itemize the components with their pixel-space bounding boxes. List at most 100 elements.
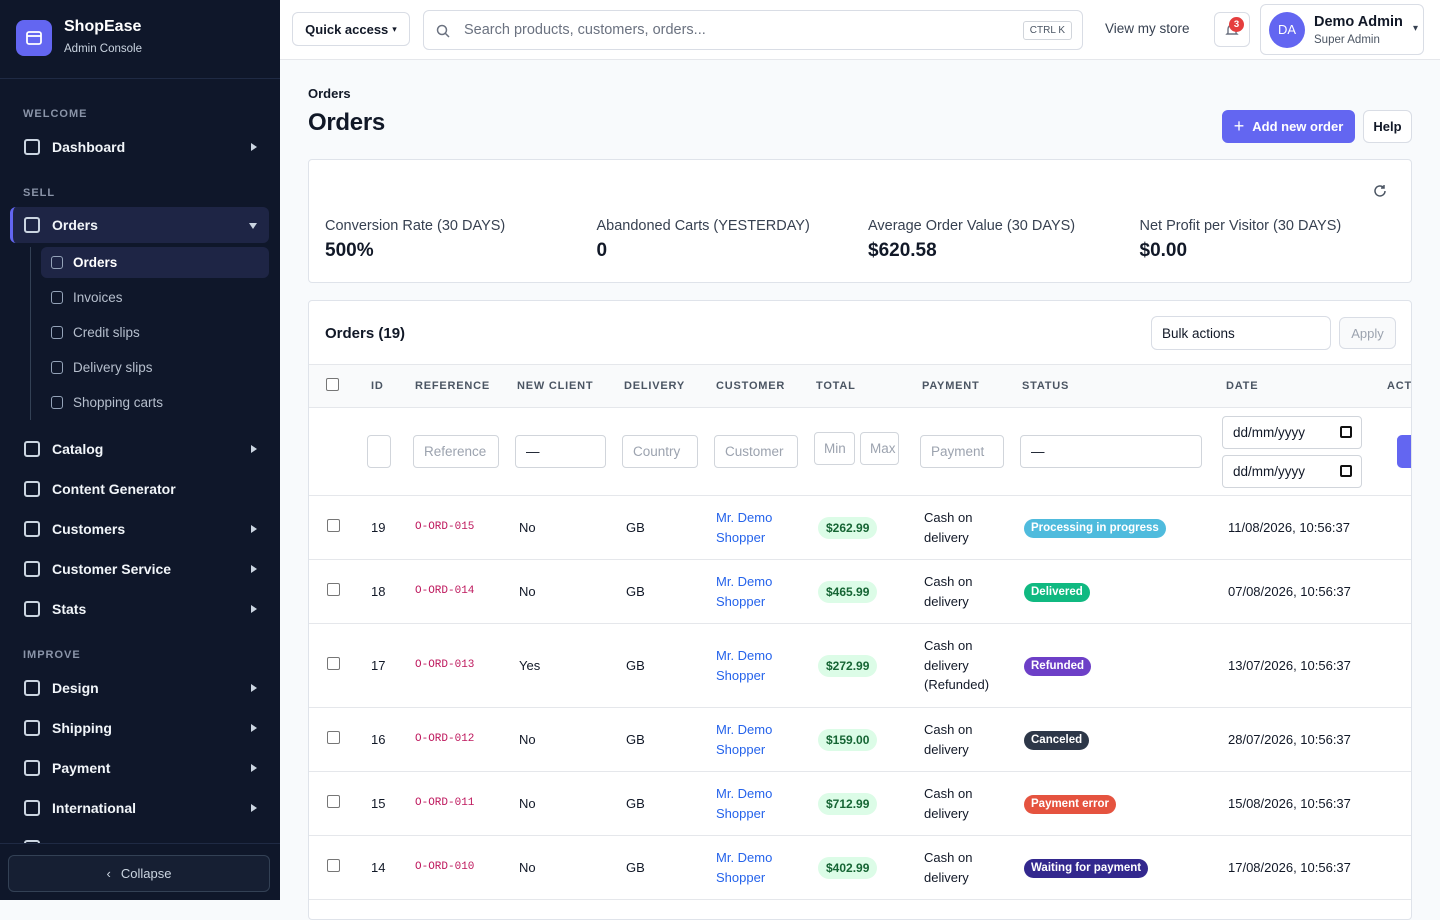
nav-child-icon (51, 256, 63, 269)
nav-caret (251, 804, 257, 812)
nav-label: Payment (52, 760, 111, 776)
nav-item[interactable]: Catalog (10, 429, 269, 469)
nav-item[interactable]: Design (10, 668, 269, 708)
kpi-card: Conversion Rate (30 DAYS) 500% Abandoned C… (308, 159, 1412, 283)
order-customer[interactable]: Mr. Demo Shopper (708, 835, 808, 900)
column-header: NEW CLIENT (509, 364, 616, 408)
order-reference[interactable]: O-ORD-011 (407, 771, 509, 836)
filter-id[interactable] (367, 435, 391, 468)
search-placeholder: Search products, customers, orders... (464, 22, 706, 38)
order-customer[interactable]: Mr. Demo Shopper (708, 707, 808, 772)
nav-item[interactable]: Dashboard (10, 127, 269, 167)
row-checkbox[interactable] (327, 730, 340, 744)
nav-item[interactable]: Customers (10, 509, 269, 549)
filter-new_client[interactable]: — (515, 435, 606, 468)
filter-reference[interactable]: Reference (413, 435, 499, 468)
search-filter-button[interactable] (1397, 435, 1411, 468)
nav-icon (24, 800, 40, 816)
select-all[interactable] (326, 378, 339, 391)
nav-child[interactable]: Credit slips (41, 315, 269, 350)
nav-caret (251, 525, 257, 533)
nav-child[interactable]: Shopping carts (41, 385, 269, 420)
actions-cell (1379, 623, 1411, 708)
collapse-label: Collapse (120, 866, 172, 881)
bulk-actions-select[interactable]: Bulk actions (1151, 316, 1331, 350)
nav-caret (249, 223, 257, 229)
row-checkbox[interactable] (327, 858, 340, 872)
nav-icon (24, 561, 40, 577)
nav-child[interactable]: Orders (41, 247, 269, 278)
row-checkbox[interactable] (327, 582, 340, 596)
nav-caret (251, 445, 257, 453)
filter-cell: — (509, 407, 616, 496)
order-reference[interactable]: O-ORD-010 (407, 835, 509, 900)
notifications-button[interactable]: 3 (1214, 12, 1250, 47)
view-store-link[interactable]: View my store (1105, 21, 1190, 36)
sidebar-footer: ‹ Collapse (0, 843, 280, 900)
nav-label: Customer Service (52, 561, 172, 577)
help-button[interactable]: Help (1363, 110, 1412, 143)
table-wrap: ID REFERENCE NEW CLIENT DELIVERY CUSTOMER TOT… (309, 364, 1411, 900)
filter-date_from[interactable]: dd/mm/yyyy (1222, 415, 1362, 449)
filter-delivery[interactable]: Country (622, 435, 698, 468)
order-customer[interactable]: Mr. Demo Shopper (708, 771, 808, 836)
order-reference[interactable]: O-ORD-015 (407, 495, 509, 560)
nav-icon (24, 139, 40, 155)
nav-caret (251, 684, 257, 692)
nav-item[interactable]: Payment (10, 748, 269, 788)
filter-cell (1379, 407, 1411, 496)
filter-status[interactable]: — (1020, 435, 1202, 468)
nav-child[interactable]: Delivery slips (41, 350, 269, 385)
nav-item[interactable]: Marketing (10, 828, 269, 843)
collapse-button[interactable]: ‹ Collapse (8, 855, 270, 892)
nav-item[interactable]: Customer Service (10, 549, 269, 589)
nav-item[interactable]: Stats (10, 589, 269, 629)
status-cell: Refunded (1014, 623, 1218, 708)
nav-item[interactable]: International (10, 788, 269, 828)
order-row: 18 O-ORD-014 No GB Mr. Demo Shopper $465.99 Ca… (309, 559, 1411, 624)
nav-item[interactable]: Shipping (10, 708, 269, 748)
nav-icon (24, 481, 40, 497)
header-cell (309, 364, 361, 408)
order-reference[interactable]: O-ORD-014 (407, 559, 509, 624)
filter-min[interactable]: Min (814, 432, 855, 466)
user-menu[interactable]: DA Demo Admin Super Admin ▾ (1260, 4, 1424, 55)
add-order-button[interactable]: + Add new order (1222, 110, 1355, 143)
filter-customer[interactable]: Customer (714, 435, 798, 468)
filter-date_to[interactable]: dd/mm/yyyy (1222, 454, 1362, 488)
nav-icon (24, 760, 40, 776)
row-checkbox[interactable] (327, 656, 340, 670)
nav-label: Content Generator (52, 481, 176, 497)
order-row: 16 O-ORD-012 No GB Mr. Demo Shopper $159.00 Ca… (309, 707, 1411, 772)
nav-item[interactable]: Content Generator (10, 469, 269, 509)
search-box[interactable]: Search products, customers, orders... CT… (423, 10, 1083, 50)
orders-table: ID REFERENCE NEW CLIENT DELIVERY CUSTOMER TOT… (309, 364, 1411, 900)
order-customer[interactable]: Mr. Demo Shopper (708, 495, 808, 560)
total-cell: $712.99 (808, 771, 914, 836)
filter-max[interactable]: Max (860, 432, 899, 466)
quick-access[interactable]: Quick access ▾ (292, 12, 410, 46)
nav-child[interactable]: Invoices (41, 280, 269, 315)
row-checkbox[interactable] (327, 518, 340, 532)
order-id: 19 (361, 495, 407, 560)
order-customer[interactable]: Mr. Demo Shopper (708, 559, 808, 624)
apply-button[interactable]: Apply (1339, 317, 1396, 349)
nav-child-icon (51, 291, 63, 304)
nav-item[interactable]: Orders (10, 207, 269, 243)
nav-icon (24, 720, 40, 736)
order-total: $159.00 (818, 728, 878, 751)
row-checkbox[interactable] (327, 794, 340, 808)
filter-payment[interactable]: Payment (920, 435, 1004, 468)
nav-heading: WELCOME (23, 108, 88, 120)
order-reference[interactable]: O-ORD-012 (407, 707, 509, 772)
breadcrumb[interactable]: Orders (308, 86, 351, 101)
order-date: 13/07/2026, 10:56:37 (1218, 623, 1379, 708)
kpi: Abandoned Carts (YESTERDAY) 0 (597, 218, 810, 262)
filter-cell (361, 407, 407, 496)
refresh-icon[interactable] (1373, 184, 1387, 198)
order-customer[interactable]: Mr. Demo Shopper (708, 623, 808, 708)
order-reference[interactable]: O-ORD-013 (407, 623, 509, 708)
nav-icon (24, 680, 40, 696)
sidebar: ShopEase Admin Console WELCOME Dashboard S… (0, 0, 280, 900)
status-cell: Processing in progress (1014, 495, 1218, 560)
